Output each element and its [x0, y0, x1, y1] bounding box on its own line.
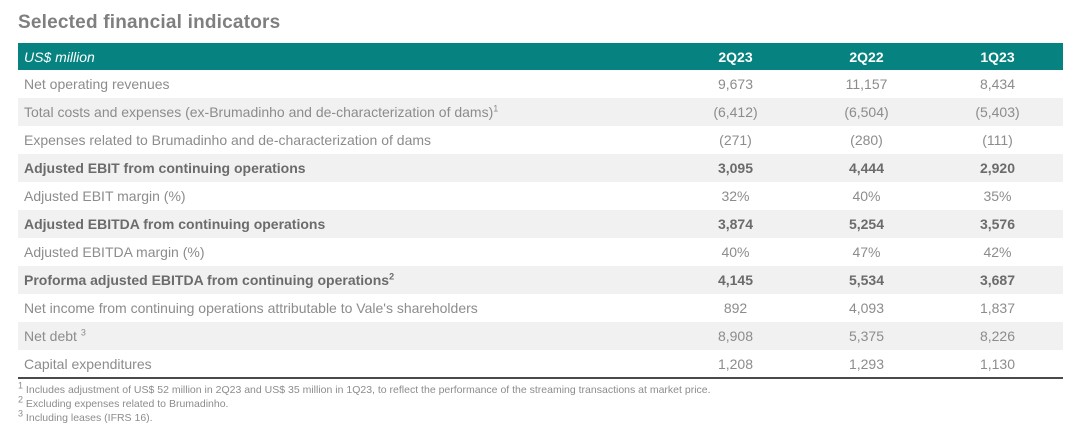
table-row: Capital expenditures 1,208 1,293 1,130	[18, 350, 1063, 378]
cell-value: 47%	[852, 244, 881, 260]
footnote-marker: 1	[18, 380, 24, 391]
cell-value: 40%	[852, 188, 881, 204]
table-row: Adjusted EBITDA margin (%) 40% 47% 42%	[18, 238, 1063, 266]
column-header-2q22: 2Q22	[801, 43, 932, 70]
cell-value: (6,412)	[713, 104, 758, 120]
cell-value: (5,403)	[975, 104, 1020, 120]
cell-value: 5,375	[848, 328, 885, 344]
row-label: Adjusted EBIT margin (%)	[24, 188, 186, 204]
unit-label: US$ million	[18, 43, 670, 70]
page: Selected financial indicators US$ millio…	[18, 12, 1063, 425]
footnote-marker: 3	[80, 327, 86, 338]
cell-value: 4,093	[848, 300, 885, 316]
cell-value: 1,130	[979, 355, 1016, 372]
table-row: Total costs and expenses (ex-Brumadinho …	[18, 98, 1063, 126]
table-row: Net debt 3 8,908 5,375 8,226	[18, 322, 1063, 350]
footnote-marker: 2	[389, 271, 395, 282]
cell-value: (111)	[982, 132, 1013, 148]
cell-value: 32%	[721, 188, 750, 204]
table-row: Expenses related to Brumadinho and de-ch…	[18, 126, 1063, 154]
cell-value: 5,534	[848, 272, 885, 288]
footnote: 2 Excluding expenses related to Brumadin…	[18, 394, 229, 410]
cell-value: 3,687	[979, 272, 1016, 288]
row-label: Net income from continuing operations at…	[24, 300, 478, 316]
cell-value: (280)	[850, 132, 883, 148]
cell-value: 11,157	[845, 76, 888, 92]
page-title: Selected financial indicators	[18, 12, 281, 33]
row-label: Capital expenditures	[24, 355, 152, 372]
cell-value: (271)	[719, 132, 752, 148]
footnote-marker: 3	[18, 408, 24, 419]
cell-value: 8,434	[979, 76, 1016, 92]
financial-indicators-table: US$ million 2Q23 2Q22 1Q23 Net operating…	[18, 43, 1063, 379]
cell-value: 1,293	[848, 355, 885, 372]
cell-value: 2,920	[979, 160, 1016, 176]
cell-value: 3,576	[979, 216, 1016, 232]
cell-value: (6,504)	[844, 104, 889, 120]
cell-value: 42%	[983, 244, 1012, 260]
row-label: Net debt 3	[24, 327, 86, 344]
cell-value: 892	[723, 300, 748, 316]
row-label: Total costs and expenses (ex-Brumadinho …	[24, 103, 499, 120]
cell-value: 1,837	[979, 300, 1016, 316]
footnote-marker: 1	[493, 103, 499, 114]
column-header-1q23: 1Q23	[932, 43, 1063, 70]
row-label: Adjusted EBITDA from continuing operatio…	[24, 216, 326, 232]
cell-value: 8,908	[717, 328, 754, 344]
table-body: Net operating revenues 9,673 11,157 8,434 To…	[18, 70, 1063, 378]
row-label: Expenses related to Brumadinho and de-ch…	[24, 132, 432, 148]
footnote: 1 Includes adjustment of US$ 52 million …	[18, 380, 711, 396]
cell-value: 35%	[983, 188, 1012, 204]
cell-value: 40%	[721, 244, 750, 260]
table-row: Net operating revenues 9,673 11,157 8,434	[18, 70, 1063, 98]
table-row: Adjusted EBIT margin (%) 32% 40% 35%	[18, 182, 1063, 210]
table-row: Adjusted EBITDA from continuing operatio…	[18, 210, 1063, 238]
footnote-marker: 2	[18, 394, 24, 405]
footnotes: 1 Includes adjustment of US$ 52 million …	[18, 380, 1063, 425]
cell-value: 4,145	[717, 272, 754, 288]
table-row: Proforma adjusted EBITDA from continuing…	[18, 266, 1063, 294]
row-label: Net operating revenues	[24, 76, 170, 92]
cell-value: 9,673	[717, 76, 754, 92]
cell-value: 1,208	[717, 355, 754, 372]
cell-value: 4,444	[848, 160, 885, 176]
table-row: Net income from continuing operations at…	[18, 294, 1063, 322]
cell-value: 3,095	[717, 160, 754, 176]
table-header-row: US$ million 2Q23 2Q22 1Q23	[18, 43, 1063, 70]
cell-value: 3,874	[717, 216, 754, 232]
row-label: Adjusted EBIT from continuing operations	[24, 160, 306, 176]
cell-value: 5,254	[848, 216, 885, 232]
cell-value: 8,226	[979, 328, 1016, 344]
footnote: 3 Including leases (IFRS 16).	[18, 408, 153, 424]
table-row: Adjusted EBIT from continuing operations…	[18, 154, 1063, 182]
column-header-2q23: 2Q23	[670, 43, 801, 70]
row-label: Proforma adjusted EBITDA from continuing…	[24, 271, 395, 288]
row-label: Adjusted EBITDA margin (%)	[24, 244, 205, 260]
